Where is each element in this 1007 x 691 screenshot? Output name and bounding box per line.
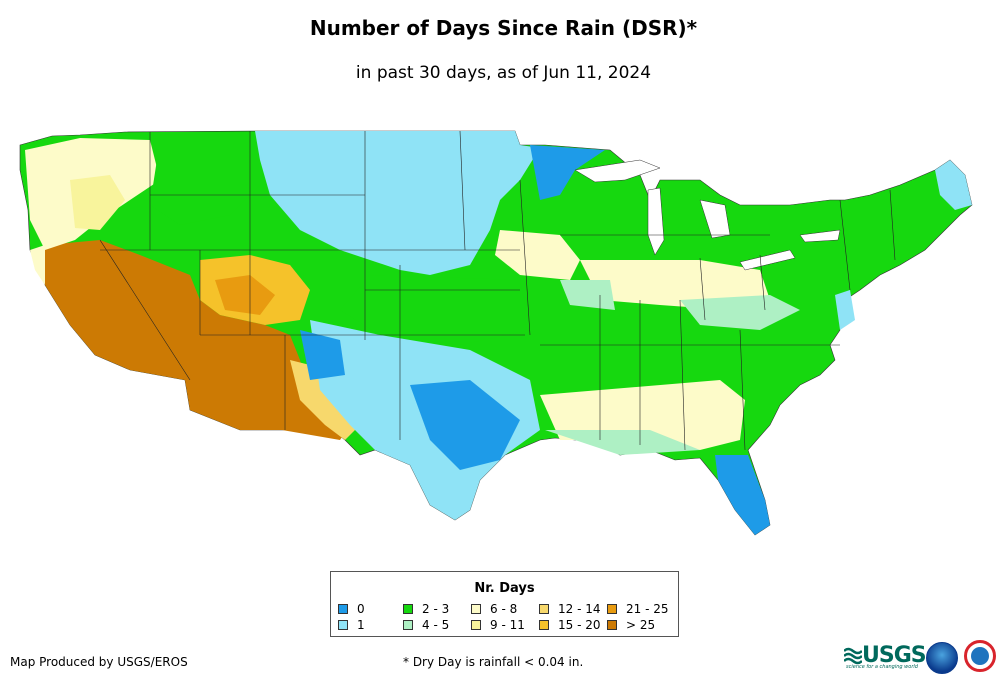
- region-southwest-gt25: [45, 240, 350, 440]
- region-northern-plains-1: [255, 131, 540, 275]
- usgs-tagline: science for a changing world: [846, 664, 918, 670]
- legend-title: Nr. Days: [474, 581, 535, 596]
- legend-item: 12 - 14: [539, 602, 601, 616]
- noaa-logo-icon: [926, 642, 958, 674]
- legend-item: 15 - 20: [539, 618, 601, 632]
- usgs-logo-text: USGS: [862, 643, 927, 668]
- lake-superior: [574, 159, 661, 183]
- legend-item: 2 - 3: [403, 602, 449, 616]
- lake-michigan: [647, 187, 665, 256]
- dry-day-footnote: * Dry Day is rainfall < 0.04 in.: [403, 655, 584, 669]
- legend-label: 2 - 3: [422, 602, 450, 616]
- legend-label: > 25: [626, 618, 656, 632]
- region-idaho-9-11: [70, 175, 125, 230]
- legend-item: > 25: [607, 618, 655, 632]
- region-texas-0: [410, 380, 520, 470]
- legend-swatch: [338, 620, 348, 630]
- region-kansas-2-3: [340, 275, 530, 345]
- legend-swatch: [338, 604, 348, 614]
- region-utah-21-25: [215, 275, 275, 315]
- region-montana-2-3: [150, 140, 265, 225]
- region-socal-coast-6-8: [30, 245, 45, 285]
- legend-swatch: [471, 620, 481, 630]
- legend-item: 4 - 5: [403, 618, 449, 632]
- legend-swatch: [471, 604, 481, 614]
- legend-label: 21 - 25: [626, 602, 669, 616]
- region-maine-1: [935, 160, 972, 210]
- region-nm-0: [300, 330, 345, 380]
- region-minnesota-0: [530, 145, 605, 200]
- map-producer-credit: Map Produced by USGS/EROS: [10, 655, 188, 669]
- legend-label: 6 - 8: [490, 602, 518, 616]
- legend-label: 0: [357, 602, 365, 616]
- map-title: Number of Days Since Rain (DSR)*: [309, 16, 698, 40]
- legend-box: Nr. Days 0 1 2 - 3 4 - 5 6 - 8 9 - 11 12 - 14 1…: [330, 571, 679, 637]
- legend-item: 1: [338, 618, 365, 632]
- lake-ontario: [799, 229, 841, 243]
- lake-erie: [739, 249, 796, 271]
- region-illinois-indiana-6-8: [580, 260, 770, 310]
- region-mid-atlantic-1: [835, 290, 855, 330]
- legend-label: 12 - 14: [558, 602, 601, 616]
- state-borders: [99, 130, 896, 451]
- legend-label: 4 - 5: [422, 618, 450, 632]
- legend-swatch: [539, 620, 549, 630]
- legend-item: 6 - 8: [471, 602, 517, 616]
- legend-swatch: [403, 620, 413, 630]
- legend-item: 0: [338, 602, 365, 616]
- region-florida-0: [715, 455, 770, 535]
- nws-logo-icon: [964, 640, 996, 672]
- usgs-wave-icon: [844, 647, 862, 664]
- region-illinois-4-5: [560, 280, 615, 310]
- region-gulf-4-5: [545, 430, 700, 455]
- legend-label: 1: [357, 618, 365, 632]
- region-nm-west-tx-12-14: [290, 360, 355, 440]
- map-subtitle: in past 30 days, as of Jun 11, 2024: [355, 63, 652, 83]
- legend-swatch: [403, 604, 413, 614]
- legend-item: 9 - 11: [471, 618, 525, 632]
- region-ohio-valley-4-5: [680, 295, 800, 330]
- legend-swatch: [539, 604, 549, 614]
- legend-label: 9 - 11: [490, 618, 525, 632]
- legend-label: 15 - 20: [558, 618, 601, 632]
- legend-item: 21 - 25: [607, 602, 669, 616]
- legend-swatch: [607, 604, 617, 614]
- usgs-logo: USGS: [844, 643, 927, 668]
- region-iowa-6-8: [495, 230, 580, 280]
- legend-swatch: [607, 620, 617, 630]
